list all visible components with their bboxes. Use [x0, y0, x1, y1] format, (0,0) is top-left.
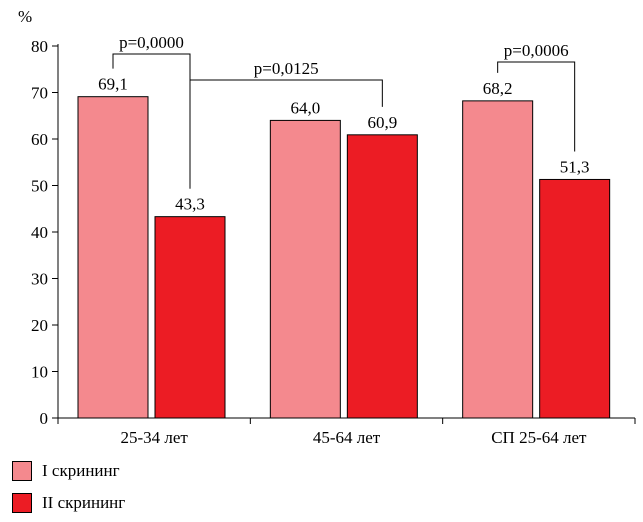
- y-tick-label: 40: [31, 223, 48, 242]
- bar-series-1-1: [269, 119, 341, 419]
- y-tick-label: 20: [31, 316, 48, 335]
- legend-item-series-2: II скрининг: [12, 490, 125, 516]
- y-tick-label: 70: [31, 84, 48, 103]
- p-value-label: p=0,0006: [504, 41, 569, 60]
- bar-series-2-0: [154, 216, 226, 419]
- y-tick-label: 80: [31, 37, 48, 56]
- data-label: 69,1: [98, 75, 128, 94]
- legend-item-series-1: I скрининг: [12, 458, 125, 484]
- legend-label-series-1: I скрининг: [42, 461, 120, 480]
- p-value-label: p=0,0125: [254, 59, 319, 78]
- data-label: 64,0: [290, 98, 320, 117]
- legend-label-series-2: II скрининг: [42, 493, 126, 512]
- y-tick-label: 50: [31, 177, 48, 196]
- y-axis-label: %: [18, 7, 32, 26]
- axes: [57, 44, 636, 424]
- p-value-annotations: p=0,0000 p=0,0125 p=0,0006: [112, 33, 576, 189]
- p-value-label: p=0,0000: [119, 33, 184, 52]
- bar-series-2-2: [539, 178, 611, 419]
- legend-swatch-series-1: [12, 461, 32, 481]
- significance-bracket: [189, 79, 383, 189]
- bar-series-1-0: [77, 96, 149, 419]
- significance-bracket: [497, 61, 576, 152]
- x-tick-label: 45-64 лет: [313, 428, 381, 447]
- bar-series-2-1: [346, 134, 418, 419]
- y-tick-label: 10: [31, 363, 48, 382]
- y-tick-label: 0: [40, 409, 49, 428]
- bar-chart: % 0 10 20 30 40 50 60 70 80 69,1 43,3 64,0 60,9 68,2…: [18, 7, 636, 447]
- legend: I скрининг II скрининг: [12, 458, 125, 522]
- x-tick-label: 25-34 лет: [120, 428, 188, 447]
- x-axis-categories: 25-34 лет 45-64 лет СП 25-64 лет: [120, 428, 587, 447]
- y-tick-label: 60: [31, 130, 48, 149]
- bar-series-1-2: [462, 100, 534, 419]
- data-label: 51,3: [560, 157, 590, 176]
- data-label: 60,9: [367, 113, 397, 132]
- data-label: 43,3: [175, 195, 205, 214]
- legend-swatch-series-2: [12, 493, 32, 513]
- bars: 69,1 43,3 64,0 60,9 68,2 51,3: [77, 75, 611, 419]
- data-label: 68,2: [483, 79, 513, 98]
- y-axis-ticks: 0 10 20 30 40 50 60 70 80: [31, 37, 58, 428]
- x-tick-label: СП 25-64 лет: [491, 428, 587, 447]
- y-tick-label: 30: [31, 270, 48, 289]
